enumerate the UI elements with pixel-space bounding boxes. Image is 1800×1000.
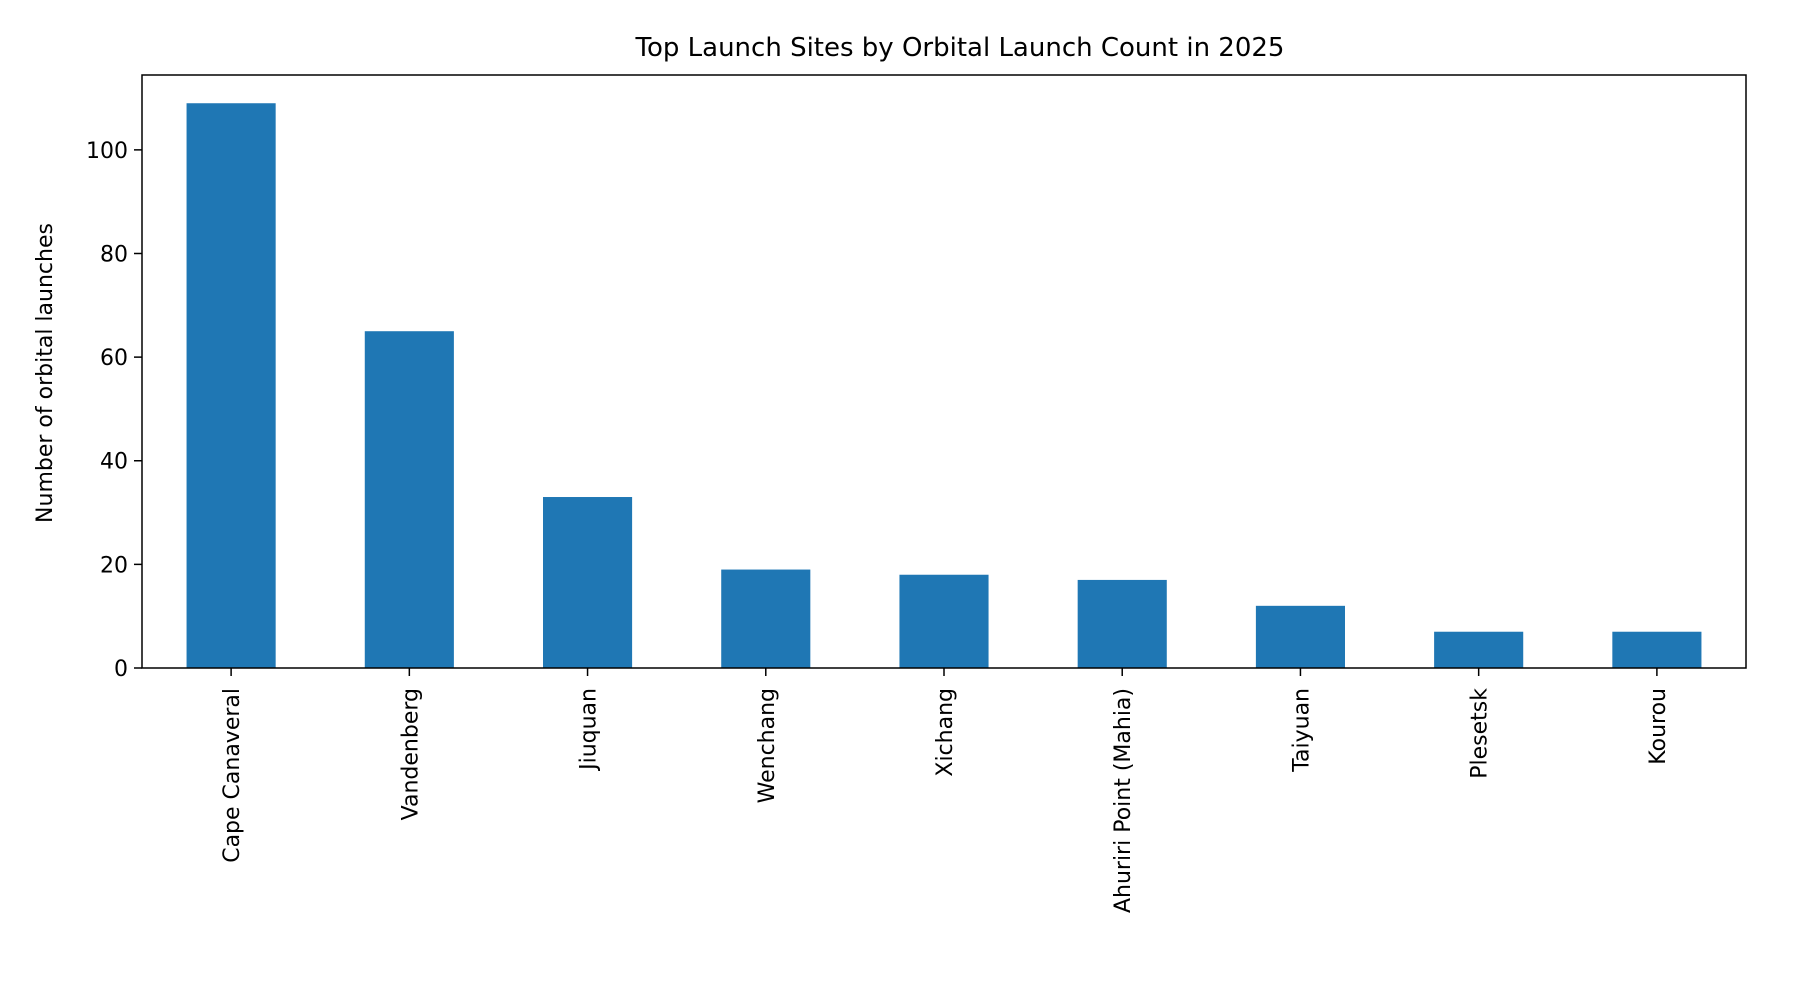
x-tick-label: Cape Canaveral [220, 688, 245, 863]
y-tick-label: 100 [86, 139, 128, 164]
bar-jiuquan [543, 497, 633, 668]
x-tick-label: Kourou [1646, 688, 1671, 765]
y-tick-label: 0 [114, 657, 128, 682]
y-tick-label: 20 [100, 553, 128, 578]
x-tick-label: Wenchang [755, 688, 780, 803]
bar-plesetsk [1434, 631, 1524, 668]
y-tick-label: 40 [100, 450, 128, 475]
bar-cape-canaveral [186, 103, 276, 668]
x-tick-label: Plesetsk [1468, 688, 1493, 779]
bar-wenchang [721, 569, 811, 668]
bar-xichang [899, 574, 989, 668]
y-axis-ticks: 0 20 40 60 80 100 [86, 139, 142, 682]
x-tick-label: Xichang [933, 688, 958, 777]
x-tick-label: Ahuriri Point (Mahia) [1111, 688, 1136, 913]
bar-taiyuan [1255, 605, 1345, 668]
y-tick-label: 80 [100, 242, 128, 267]
bars [186, 103, 1702, 668]
chart-title: Top Launch Sites by Orbital Launch Count… [635, 33, 1285, 63]
x-axis-ticks: Cape Canaveral Vandenberg Jiuquan Wenchang X… [220, 668, 1671, 913]
y-axis-title: Number of orbital launches [33, 223, 58, 523]
x-tick-label: Taiyuan [1289, 688, 1314, 773]
x-tick-label: Jiuquan [577, 688, 602, 772]
bar-ahuriri-point-mahia [1077, 579, 1167, 668]
plot-frame [141, 74, 1747, 669]
bar-vandenberg [364, 331, 454, 668]
y-tick-label: 60 [100, 346, 128, 371]
x-tick-label: Vandenberg [398, 688, 423, 820]
bar-kourou [1612, 631, 1702, 668]
